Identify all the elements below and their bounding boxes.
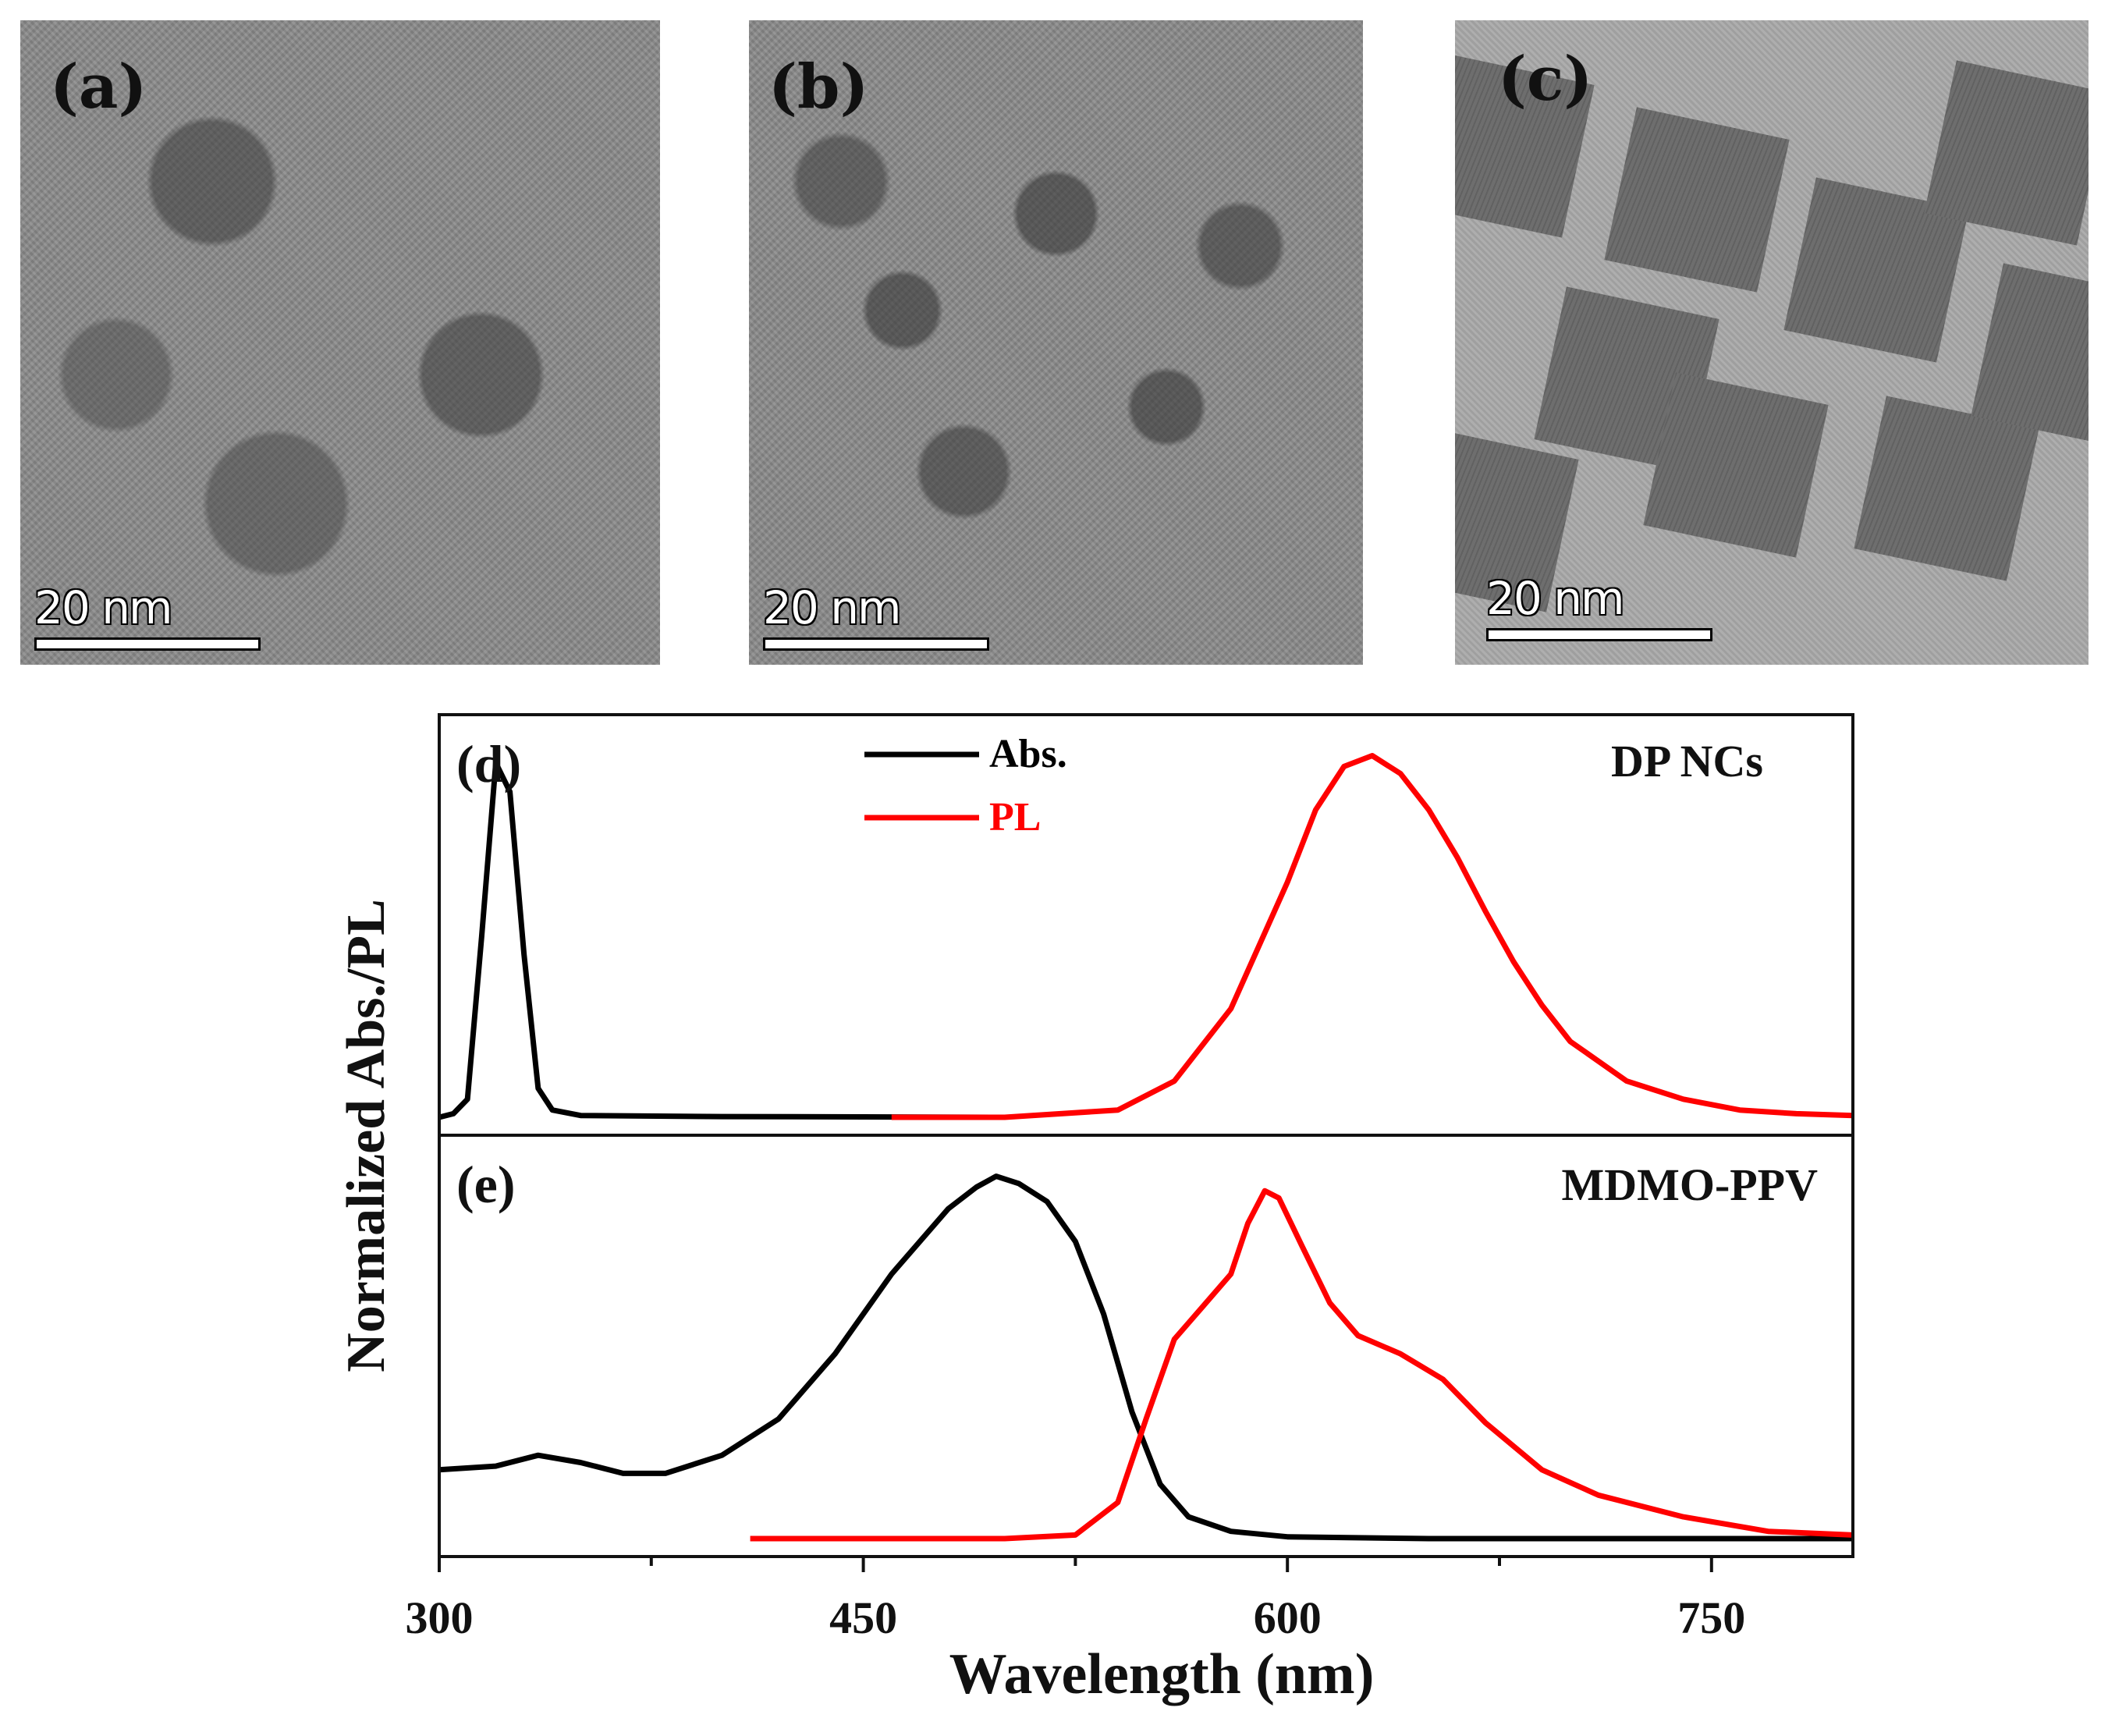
x-tick-label: 300 (406, 1592, 474, 1643)
series-line-d-pl (891, 753, 1854, 1120)
scale-bar-line-c (1486, 628, 1712, 641)
y-axis-label: Normalized Abs./PL (336, 899, 396, 1372)
tem-image-a: (a) 20 nm (20, 20, 660, 665)
tem-image-b: (b) 20 nm (749, 20, 1363, 665)
panel-label-b: (b) (768, 51, 869, 122)
scale-bar-text-b: 20 nm (763, 581, 902, 634)
series-line-d-abs (438, 760, 1005, 1120)
scale-bar-c: 20 nm (1486, 572, 1712, 641)
x-tick-label: 450 (829, 1592, 897, 1643)
x-axis-label: Wavelength (nm) (949, 1642, 1375, 1706)
x-tick-label: 600 (1254, 1592, 1322, 1643)
series-line-e-abs (438, 1173, 1853, 1542)
tem-image-c: (c) 20 nm (1455, 20, 2088, 665)
series-line-e-pl (750, 1188, 1854, 1542)
scale-bar-a: 20 nm (34, 581, 261, 651)
scale-bar-line-b (763, 637, 989, 651)
legend-label-pl: PL (989, 795, 1041, 840)
scale-bar-text-a: 20 nm (34, 581, 173, 634)
panel-label-a: (a) (50, 51, 147, 122)
panel-label-e: (e) (456, 1155, 515, 1214)
panel-label-d: (d) (456, 734, 521, 793)
legend-label-abs: Abs. (989, 732, 1067, 776)
scale-bar-line-a (34, 637, 261, 651)
panel-title-e: MDMO-PPV (1561, 1159, 1818, 1210)
panel-title-d: DP NCs (1611, 736, 1763, 786)
scale-bar-text-c: 20 nm (1486, 572, 1625, 625)
panel-label-c: (c) (1498, 44, 1593, 115)
scale-bar-b: 20 nm (763, 581, 989, 651)
x-tick-label: 750 (1677, 1592, 1745, 1643)
